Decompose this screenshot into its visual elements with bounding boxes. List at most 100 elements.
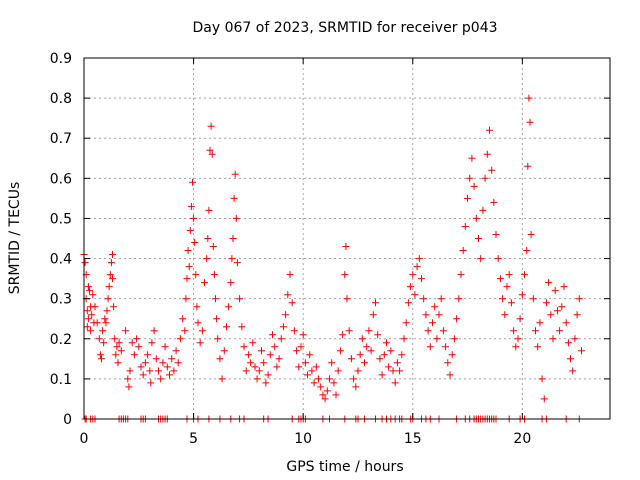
data-point bbox=[426, 343, 434, 351]
data-point bbox=[330, 379, 338, 387]
y-tick-label: 0.6 bbox=[50, 171, 72, 187]
data-point bbox=[88, 311, 96, 319]
data-points bbox=[80, 94, 585, 423]
y-tick-label: 0.8 bbox=[50, 91, 72, 107]
data-point bbox=[168, 355, 176, 363]
data-point bbox=[374, 331, 382, 339]
data-point bbox=[114, 359, 122, 367]
data-point bbox=[115, 339, 123, 347]
data-point bbox=[240, 343, 248, 351]
data-point bbox=[304, 371, 311, 379]
data-point bbox=[185, 263, 193, 271]
data-point bbox=[431, 303, 439, 311]
data-point bbox=[105, 283, 113, 291]
data-point bbox=[227, 279, 235, 287]
data-point bbox=[352, 383, 360, 391]
data-point bbox=[106, 271, 114, 279]
data-point bbox=[284, 291, 292, 299]
y-tick-label: 0.5 bbox=[50, 211, 72, 227]
data-point bbox=[553, 307, 561, 315]
data-point bbox=[193, 303, 201, 311]
data-point bbox=[277, 335, 285, 343]
y-tick-label: 0 bbox=[63, 412, 72, 428]
data-point bbox=[93, 319, 101, 327]
data-point bbox=[166, 371, 173, 379]
data-point bbox=[170, 367, 178, 375]
data-point bbox=[182, 295, 190, 303]
data-point bbox=[207, 122, 215, 130]
data-point bbox=[212, 295, 219, 303]
data-point bbox=[339, 331, 347, 339]
data-point bbox=[258, 347, 265, 355]
data-point bbox=[505, 271, 513, 279]
data-point bbox=[279, 323, 287, 331]
data-point bbox=[475, 235, 482, 242]
data-point bbox=[540, 395, 548, 403]
data-point bbox=[376, 355, 384, 363]
data-point bbox=[409, 271, 417, 279]
data-point bbox=[107, 259, 115, 267]
data-point bbox=[578, 347, 585, 355]
data-point bbox=[231, 170, 239, 178]
data-point bbox=[521, 271, 528, 279]
data-point bbox=[238, 323, 246, 331]
data-point bbox=[526, 118, 534, 126]
data-point bbox=[372, 299, 379, 307]
y-tick-labels: 0 0.1 0.2 0.3 0.4 0.5 0.6 0.7 0.8 0.9 bbox=[50, 51, 72, 428]
data-point bbox=[89, 291, 97, 299]
data-point bbox=[176, 335, 184, 343]
data-point bbox=[244, 351, 252, 359]
data-point bbox=[407, 283, 415, 291]
data-point bbox=[501, 311, 509, 319]
data-point bbox=[411, 291, 419, 299]
data-point bbox=[87, 327, 95, 335]
data-point bbox=[575, 295, 583, 303]
data-point bbox=[402, 319, 410, 327]
data-point bbox=[113, 343, 121, 351]
data-point bbox=[457, 271, 465, 279]
data-point bbox=[446, 371, 454, 379]
data-point bbox=[420, 295, 428, 303]
chart-title: Day 067 of 2023, SRMTID for receiver p04… bbox=[192, 20, 497, 36]
data-point bbox=[208, 150, 216, 158]
data-point bbox=[101, 315, 109, 323]
data-point bbox=[295, 363, 303, 371]
data-point bbox=[230, 194, 238, 202]
data-point bbox=[102, 319, 110, 327]
data-point bbox=[81, 259, 89, 267]
data-point bbox=[542, 299, 550, 307]
data-point bbox=[191, 239, 199, 246]
data-point bbox=[133, 335, 141, 343]
data-point bbox=[341, 271, 349, 279]
data-point bbox=[192, 271, 200, 279]
data-point bbox=[86, 287, 93, 295]
data-point bbox=[218, 375, 226, 383]
data-point bbox=[510, 327, 518, 335]
data-point bbox=[104, 295, 112, 303]
data-point bbox=[448, 351, 456, 359]
data-point bbox=[262, 379, 270, 387]
data-point bbox=[367, 347, 375, 355]
data-point bbox=[260, 359, 268, 367]
data-point bbox=[233, 259, 241, 267]
data-point bbox=[150, 327, 158, 335]
data-point bbox=[310, 379, 318, 387]
data-point bbox=[236, 295, 244, 303]
data-point bbox=[130, 351, 138, 359]
data-point bbox=[396, 367, 404, 375]
data-point bbox=[147, 379, 155, 387]
data-point bbox=[516, 315, 524, 323]
data-point bbox=[290, 327, 298, 335]
data-point bbox=[128, 339, 136, 347]
data-point bbox=[472, 214, 480, 222]
data-point bbox=[99, 327, 107, 335]
data-point bbox=[83, 323, 91, 331]
data-point bbox=[466, 174, 474, 182]
data-point bbox=[356, 351, 364, 359]
data-point bbox=[152, 355, 160, 363]
data-point bbox=[228, 255, 236, 263]
y-tick-label: 0.9 bbox=[50, 51, 72, 67]
data-point bbox=[499, 295, 507, 303]
data-point bbox=[369, 311, 377, 319]
